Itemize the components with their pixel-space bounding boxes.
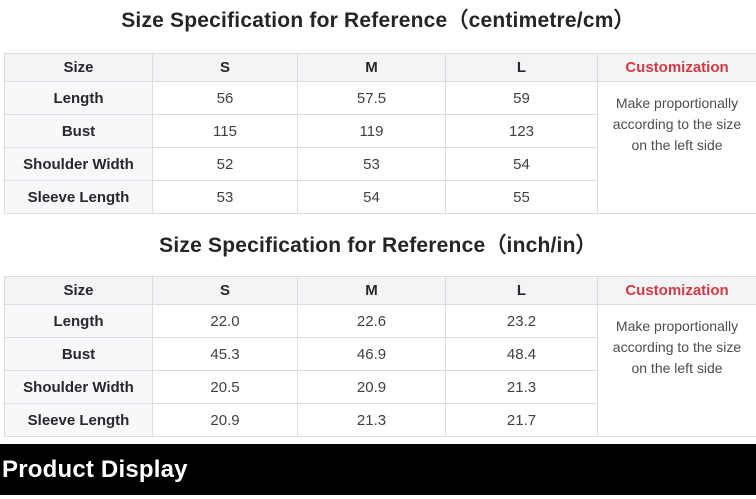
cell-value: 57.5 [297, 81, 446, 115]
cell-value: 46.9 [297, 337, 446, 371]
table-row-shoulder-width: Shoulder Width 52 53 54 [4, 147, 756, 181]
row-label: Shoulder Width [4, 370, 153, 404]
cell-value: 23.2 [445, 304, 598, 338]
cell-value: 22.6 [297, 304, 446, 338]
table-header-row: Size S M L Customization [4, 276, 756, 305]
size-table-inch: Size S M L Customization Length 22.0 22.… [4, 276, 756, 437]
section-bar-title: Product Display [2, 455, 188, 483]
row-label: Length [4, 304, 153, 338]
column-header-m: M [297, 53, 446, 82]
table-row-bust: Bust 45.3 46.9 48.4 [4, 337, 756, 371]
column-header-m: M [297, 276, 446, 305]
cell-value: 123 [445, 114, 598, 148]
size-table-cm: Size S M L Customization Length 56 57.5 … [4, 53, 756, 214]
column-header-l: L [445, 53, 598, 82]
cell-value: 54 [297, 180, 446, 214]
cell-value: 55 [445, 180, 598, 214]
row-label: Sleeve Length [4, 180, 153, 214]
column-header-size: Size [4, 53, 153, 82]
column-header-l: L [445, 276, 598, 305]
column-header-customization: Customization [597, 53, 756, 82]
cell-value: 56 [152, 81, 298, 115]
row-label: Bust [4, 337, 153, 371]
cell-value: 53 [297, 147, 446, 181]
product-display-section-bar: Product Display [0, 444, 756, 495]
table-row-length: Length 56 57.5 59 Make proportionally ac… [4, 81, 756, 214]
table-header-row: Size S M L Customization [4, 53, 756, 82]
column-header-customization: Customization [597, 276, 756, 305]
customization-note: Make proportionally according to the siz… [597, 81, 756, 214]
cell-value: 20.9 [297, 370, 446, 404]
cell-value: 115 [152, 114, 298, 148]
row-label: Length [4, 81, 153, 115]
column-header-size: Size [4, 276, 153, 305]
cell-value: 45.3 [152, 337, 298, 371]
row-label: Sleeve Length [4, 403, 153, 437]
row-label: Shoulder Width [4, 147, 153, 181]
customization-note: Make proportionally according to the siz… [597, 304, 756, 437]
column-header-s: S [152, 53, 298, 82]
cell-value: 20.9 [152, 403, 298, 437]
cell-value: 59 [445, 81, 598, 115]
cell-value: 22.0 [152, 304, 298, 338]
cell-value: 21.7 [445, 403, 598, 437]
table-row-length: Length 22.0 22.6 23.2 Make proportionall… [4, 304, 756, 437]
size-table-title-inch: Size Specification for Reference（inch/in… [159, 234, 597, 257]
table-row-sleeve-length: Sleeve Length 53 54 55 [4, 180, 756, 214]
cell-value: 119 [297, 114, 446, 148]
cell-value: 21.3 [297, 403, 446, 437]
cell-value: 53 [152, 180, 298, 214]
cell-value: 48.4 [445, 337, 598, 371]
cell-value: 21.3 [445, 370, 598, 404]
table-row-bust: Bust 115 119 123 [4, 114, 756, 148]
cell-value: 20.5 [152, 370, 298, 404]
row-label: Bust [4, 114, 153, 148]
cell-value: 52 [152, 147, 298, 181]
size-table-title-cm: Size Specification for Reference（centime… [121, 9, 635, 32]
column-header-s: S [152, 276, 298, 305]
cell-value: 54 [445, 147, 598, 181]
table-row-sleeve-length: Sleeve Length 20.9 21.3 21.7 [4, 403, 756, 437]
